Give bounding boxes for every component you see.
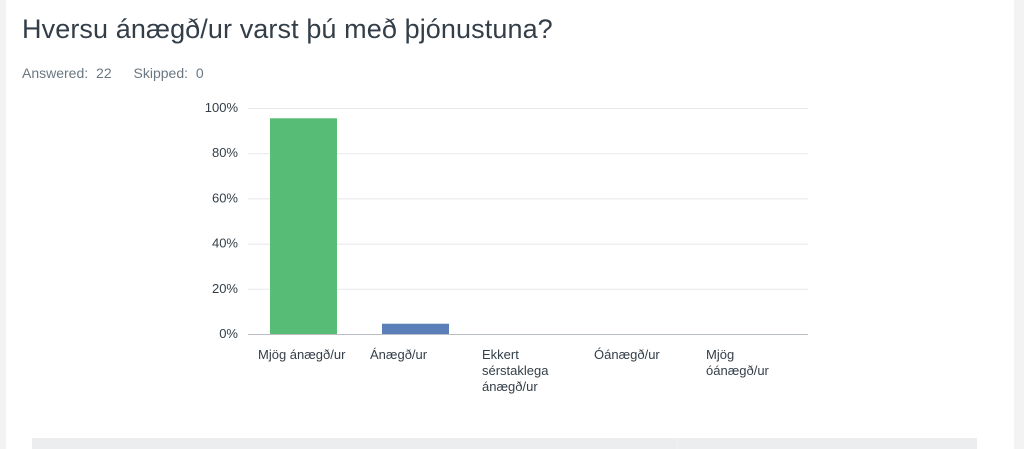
skipped-stat: Skipped: 0 (134, 65, 204, 81)
y-tick-label: 0% (219, 326, 238, 341)
table-header-responses (678, 438, 977, 449)
x-tick-label: Ánægð/ur (370, 347, 428, 362)
y-tick-label: 80% (212, 145, 238, 160)
table-header-choices (32, 438, 676, 449)
skipped-label: Skipped: (133, 65, 188, 81)
answer-table-header (32, 438, 977, 449)
y-tick-label: 20% (212, 281, 238, 296)
question-card: Hversu ánægð/ur varst þú með þjónustuna?… (6, 0, 1014, 449)
answered-label: Answered: (22, 65, 89, 81)
x-tick-label: Ekkert sérstaklega ánægð/ur (482, 347, 549, 394)
answered-stat: Answered: 22 (22, 65, 112, 81)
x-tick-label: Mjög óánægð/ur (706, 347, 769, 378)
y-tick-label: 100% (205, 100, 239, 115)
bar (382, 323, 449, 334)
bar (270, 118, 337, 335)
x-tick-label: Óánægð/ur (594, 347, 660, 362)
question-title: Hversu ánægð/ur varst þú með þjónustuna? (22, 14, 553, 44)
skipped-count: 0 (195, 65, 204, 81)
answered-count: 22 (96, 65, 112, 81)
x-tick-label: Mjög ánægð/ur (258, 347, 346, 362)
y-tick-label: 60% (212, 190, 238, 205)
response-stats: Answered: 22 Skipped: 0 (22, 65, 204, 81)
y-tick-label: 40% (212, 236, 238, 251)
